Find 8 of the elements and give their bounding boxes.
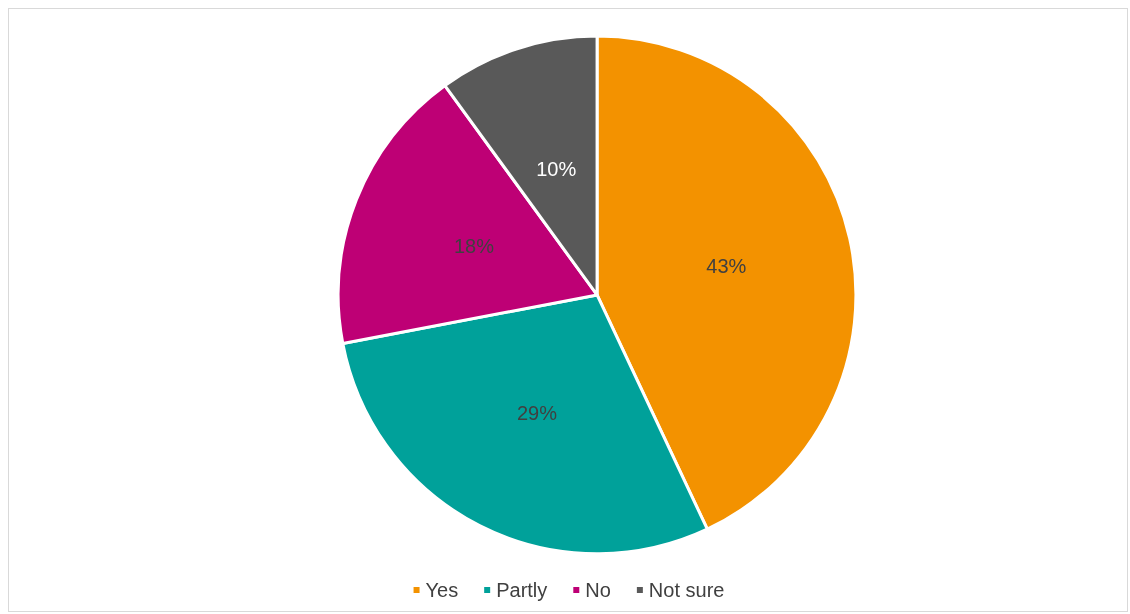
data-label: 29% — [516, 401, 558, 424]
legend-label: Not sure — [648, 579, 725, 601]
data-label: 18% — [453, 235, 495, 258]
data-label: 43% — [706, 255, 747, 278]
legend-label: Yes — [425, 579, 459, 601]
data-label: 10% — [536, 158, 577, 180]
legend-label: Partly — [496, 579, 548, 601]
legend-label: No — [585, 579, 611, 601]
